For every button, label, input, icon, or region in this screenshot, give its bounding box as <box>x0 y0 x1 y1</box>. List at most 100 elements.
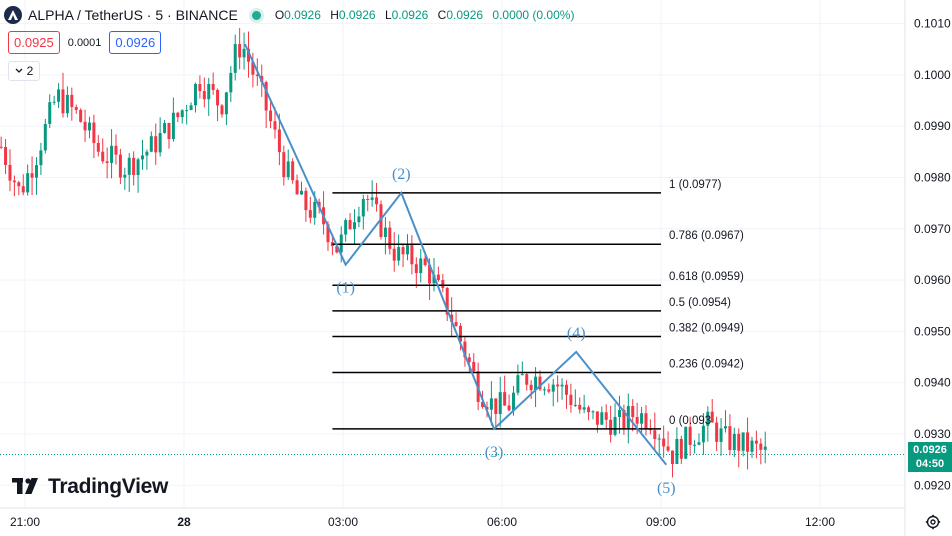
candle-body <box>220 105 224 115</box>
candle-body <box>189 105 193 111</box>
candle-body <box>52 101 56 103</box>
candle-body <box>595 411 599 425</box>
candle-body <box>679 438 683 459</box>
candle-body <box>8 164 12 181</box>
candle-body <box>710 411 714 423</box>
candle-body <box>662 438 666 447</box>
bar-countdown: 04:50 <box>915 458 945 470</box>
candle-body <box>494 398 498 415</box>
candle-body <box>26 173 30 193</box>
candle-body <box>423 258 427 266</box>
candle-body <box>185 110 189 112</box>
candle-body <box>65 94 69 114</box>
candle-body <box>286 161 290 178</box>
candle-body <box>83 121 87 131</box>
wave-label: (3) <box>485 444 504 461</box>
candle-body <box>12 180 16 183</box>
time-tick-label: 21:00 <box>10 515 40 529</box>
candle-body <box>697 442 701 445</box>
price-axis[interactable]: 0.1010 0.1000 0.0990 0.0980 0.0970 0.0960 0.09… <box>904 0 951 536</box>
candle-body <box>525 374 529 385</box>
candle-body <box>706 411 710 426</box>
candle-body <box>43 123 47 151</box>
candle-body <box>207 83 211 100</box>
candle-body <box>564 384 568 395</box>
fib-level-label: 0.618 (0.0959) <box>669 271 744 283</box>
candle-body <box>295 180 299 195</box>
candle-body <box>216 89 220 106</box>
candle-body <box>397 247 401 261</box>
spread-value: 0.0001 <box>67 36 102 49</box>
candle-body <box>516 375 520 393</box>
price-tick-label: 0.1000 <box>914 68 951 82</box>
symbol-title[interactable]: ALPHA / TetherUS · 5 · BINANCE <box>28 7 238 23</box>
candle-body <box>587 407 591 413</box>
candle-body <box>238 44 242 58</box>
candle-body <box>763 446 767 450</box>
candle-body <box>414 264 418 274</box>
candle-body <box>560 384 564 387</box>
candle-body <box>511 392 515 411</box>
candle-body <box>737 433 741 451</box>
wave-label: (1) <box>336 280 355 297</box>
candle-body <box>529 384 533 391</box>
candle-body <box>0 146 3 148</box>
candle-body <box>432 274 436 284</box>
settings-gear-icon[interactable] <box>925 514 941 530</box>
candle-body <box>255 74 259 76</box>
indicators-toggle[interactable]: 2 <box>8 61 40 81</box>
time-tick-label: 28 <box>177 515 191 529</box>
sell-button[interactable]: 0.0925 <box>8 31 60 54</box>
candle-body <box>34 165 38 178</box>
tradingview-icon <box>12 478 38 494</box>
fib-level-label: 0.236 (0.0942) <box>669 358 744 370</box>
time-tick-label: 06:00 <box>487 515 517 529</box>
price-tick-label: 0.0960 <box>914 273 951 287</box>
candle-body <box>171 112 175 140</box>
candle-body <box>458 325 462 342</box>
candle-body <box>693 444 697 446</box>
time-tick-label: 12:00 <box>805 515 835 529</box>
time-axis[interactable]: 21:00 28 03:00 06:00 09:00 12:00 <box>0 507 905 529</box>
candle-body <box>348 220 352 230</box>
candle-body <box>114 145 118 155</box>
price-tick-label: 0.0950 <box>914 324 951 338</box>
candle-body <box>666 446 670 451</box>
candle-body <box>273 121 277 130</box>
buy-button[interactable]: 0.0926 <box>109 31 162 54</box>
candle-body <box>180 110 184 118</box>
price-change: 0.0000 (0.00%) <box>492 8 575 22</box>
candle-body <box>746 432 750 452</box>
candle-body <box>569 394 573 405</box>
price-tick-label: 0.0920 <box>914 478 951 492</box>
candle-body <box>401 247 405 255</box>
candle-body <box>573 404 577 406</box>
elliott-wave[interactable]: (1) (2) (3) (4) (5) <box>244 43 676 497</box>
candle-body <box>140 155 144 160</box>
wave-label: (4) <box>567 325 586 342</box>
candle-body <box>158 132 162 153</box>
candle-body <box>392 248 396 261</box>
candle-body <box>163 123 167 133</box>
candle-body <box>246 48 250 62</box>
fib-level-label: 0.5 (0.0954) <box>669 297 731 309</box>
price-tick-label: 0.0970 <box>914 222 951 236</box>
candle-body <box>445 287 449 315</box>
candle-body <box>670 450 674 464</box>
candle-body <box>503 392 507 406</box>
candle-body <box>723 426 727 429</box>
last-price-value: 0.0926 <box>913 444 947 456</box>
time-tick-label: 03:00 <box>328 515 358 529</box>
candle-body <box>688 426 692 445</box>
candle-body <box>313 201 317 218</box>
candle-body <box>101 151 105 162</box>
candle-body <box>344 220 348 235</box>
candle-body <box>48 102 52 124</box>
brand-name: TradingView <box>48 475 169 498</box>
candle-body <box>30 173 34 178</box>
fib-retracement[interactable]: 1 (0.0977) 0.786 (0.0967) 0.618 (0.0959) 0.… <box>332 179 744 430</box>
candle-body <box>498 392 502 415</box>
time-tick-label: 09:00 <box>646 515 676 529</box>
candle-body <box>370 197 374 200</box>
